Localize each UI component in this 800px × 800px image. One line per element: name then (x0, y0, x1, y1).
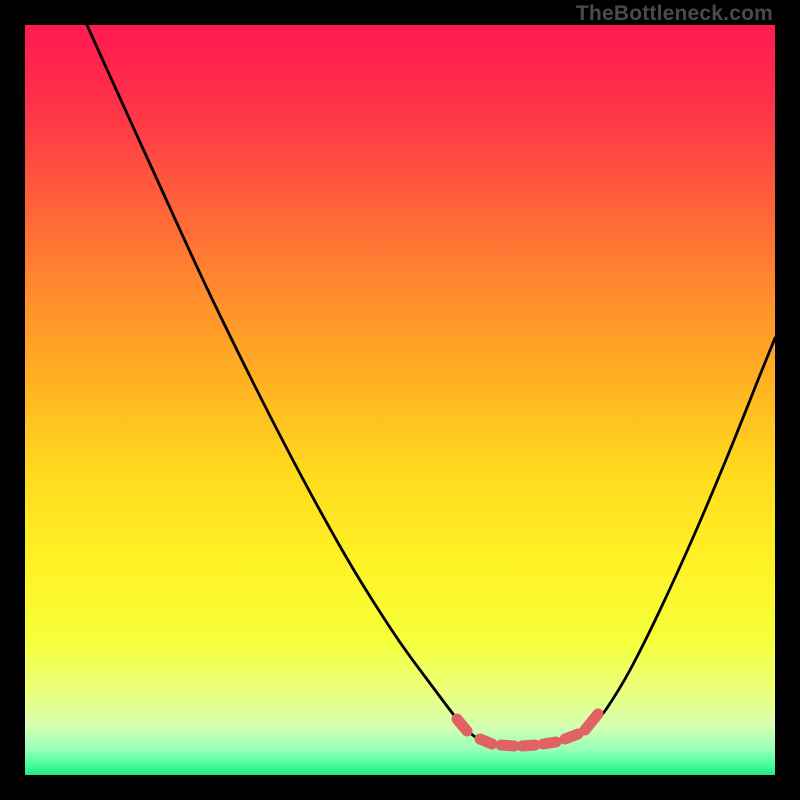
trough-dash-segment (501, 745, 514, 746)
trough-dash-segment (565, 734, 578, 739)
chart-svg (25, 25, 775, 775)
watermark-text: TheBottleneck.com (576, 2, 773, 26)
black-frame: TheBottleneck.com (0, 0, 800, 800)
trough-dash-segment (543, 742, 556, 744)
trough-dash-segment (457, 719, 467, 731)
plot-area (25, 25, 775, 775)
trough-dash-segment (480, 739, 492, 744)
trough-dash-segment (522, 745, 535, 746)
